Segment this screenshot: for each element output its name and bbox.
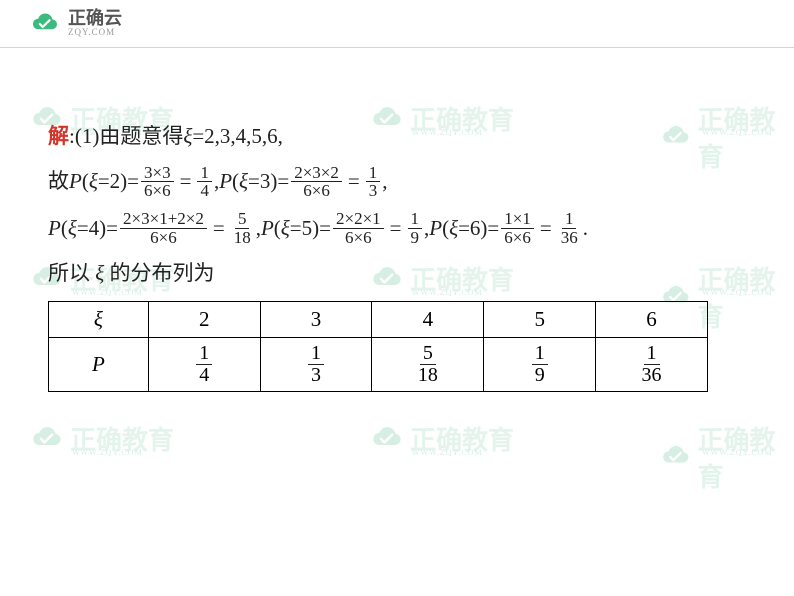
table-cell: 5 xyxy=(484,301,596,337)
table-row: ξ 2 3 4 5 6 xyxy=(49,301,708,337)
brand-logo: 正确云 ZQY.COM xyxy=(30,9,122,39)
frac-p2b: 14 xyxy=(197,164,212,201)
frac-p3a: 2×3×26×6 xyxy=(291,164,342,201)
frac-p5a: 2×2×16×6 xyxy=(333,210,384,247)
frac-p6b: 136 xyxy=(558,210,581,247)
line-1: 解:(1)由题意得 ξ=2,3,4,5,6, xyxy=(48,120,746,154)
watermark: 正确教育WWW.ZQY.COM xyxy=(370,420,514,457)
solution-label: 解 xyxy=(48,120,69,154)
table-cell: 2 xyxy=(148,301,260,337)
table-cell: 6 xyxy=(596,301,708,337)
table-cell: 13 xyxy=(260,337,372,391)
table-cell: 3 xyxy=(260,301,372,337)
table-cell: 136 xyxy=(596,337,708,391)
brand-url: ZQY.COM xyxy=(68,28,122,38)
table-cell: 19 xyxy=(484,337,596,391)
watermark: 正确教育WWW.ZQY.COM xyxy=(660,420,794,494)
line-3: P(ξ=4)= 2×3×1+2×26×6 = 518,P(ξ=5)= 2×2×1… xyxy=(48,210,746,247)
table-row: P 14 13 518 19 136 xyxy=(49,337,708,391)
table-cell: 518 xyxy=(372,337,484,391)
frac-p4b: 518 xyxy=(231,210,254,247)
frac-p4a: 2×3×1+2×26×6 xyxy=(120,210,207,247)
table-cell: 4 xyxy=(372,301,484,337)
distribution-table: ξ 2 3 4 5 6 P 14 13 518 19 136 xyxy=(48,301,708,392)
brand-name: 正确云 xyxy=(68,9,122,29)
table-header-p: P xyxy=(49,337,149,391)
table-cell: 14 xyxy=(148,337,260,391)
watermark: 正确教育WWW.ZQY.COM xyxy=(30,420,174,457)
line-2: 故 P(ξ=2)= 3×36×6 = 14,P(ξ=3)= 2×3×26×6 =… xyxy=(48,164,746,201)
frac-p3b: 13 xyxy=(366,164,381,201)
page-header: 正确云 ZQY.COM xyxy=(0,0,794,48)
cloud-check-icon xyxy=(30,9,60,39)
solution-content: 解:(1)由题意得 ξ=2,3,4,5,6, 故 P(ξ=2)= 3×36×6 … xyxy=(48,120,746,392)
frac-p2a: 3×36×6 xyxy=(141,164,174,201)
line-4: 所以 ξ 的分布列为 xyxy=(48,257,746,291)
frac-p6a: 1×16×6 xyxy=(501,210,534,247)
table-header-xi: ξ xyxy=(49,301,149,337)
dist-intro: 所以 ξ 的分布列为 xyxy=(48,257,215,291)
frac-p5b: 19 xyxy=(408,210,423,247)
